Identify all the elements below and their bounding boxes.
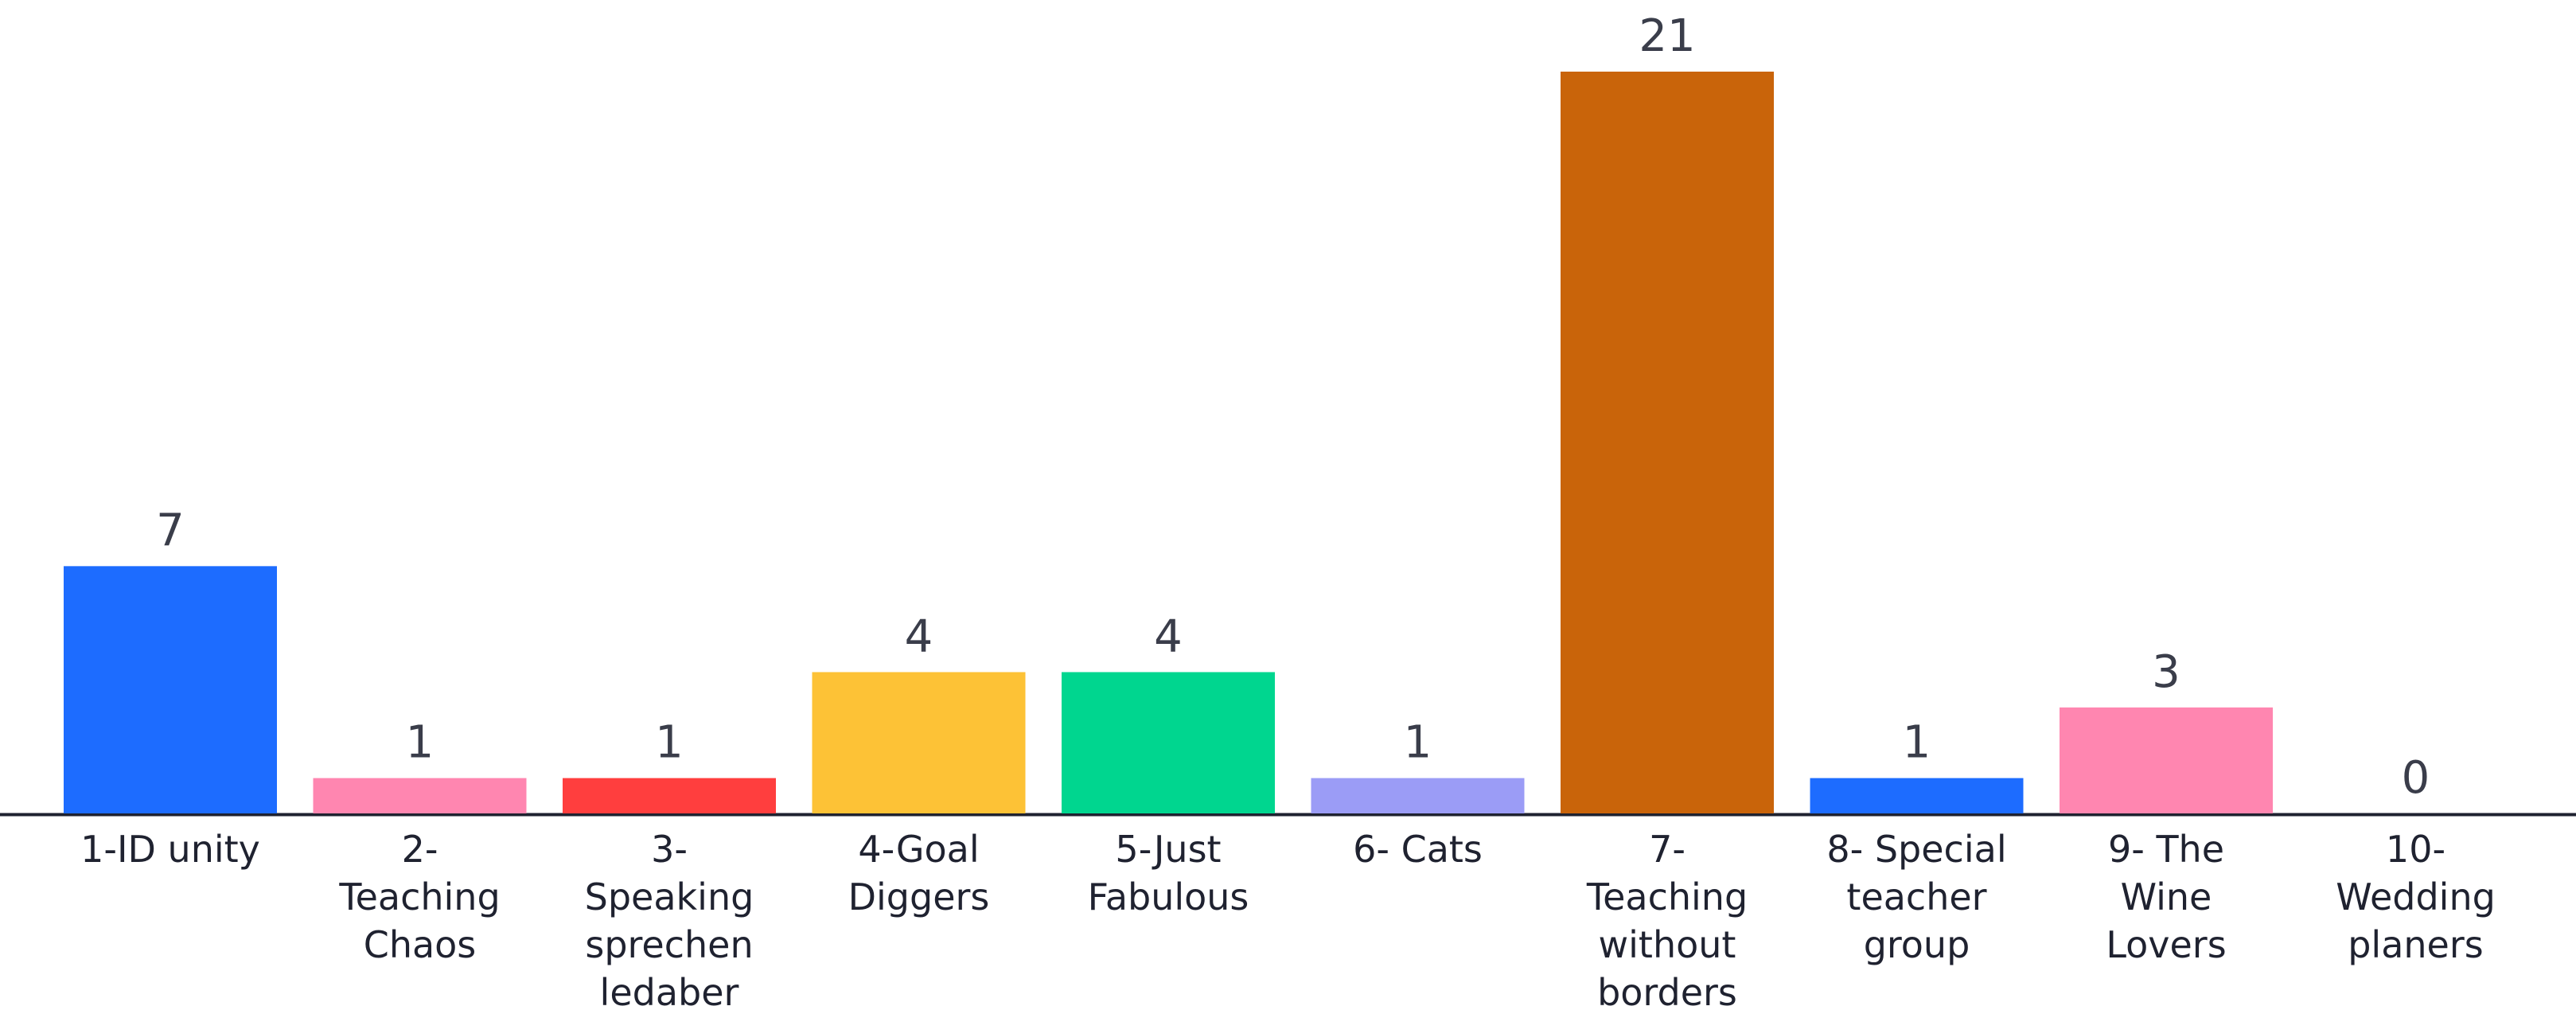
value-label-2: 1 [406,717,435,769]
value-label-7: 21 [1639,10,1695,62]
bar-9 [2060,707,2273,813]
category-label-line: Fabulous [1088,875,1249,918]
category-label-line: Diggers [848,875,990,918]
value-label-6: 1 [1404,717,1432,769]
category-label-line: 10- [2386,828,2445,871]
bar-5 [1062,672,1275,813]
value-label-5: 4 [1154,610,1183,662]
category-label-line: Speaking [585,875,754,918]
bar-8 [1810,778,2024,813]
value-label-10: 0 [2402,752,2430,804]
category-label-line: 4-Goal [858,828,979,871]
category-label-line: 2- [402,828,438,871]
value-label-4: 4 [905,610,933,662]
category-label-9: 9- The Wine Lovers [2106,828,2226,966]
category-label-4: 4-Goal Diggers [848,828,990,918]
bar-2 [313,778,527,813]
category-label-line: Teaching [1586,875,1748,918]
category-label-8: 8- Special teacher group [1826,828,2006,966]
category-label-6: 6- Cats [1353,828,1483,871]
bar-4 [812,672,1026,813]
bar-3 [563,778,776,813]
value-label-3: 1 [655,717,684,769]
category-label-line: 5-Just [1115,828,1221,871]
category-label-1: 1-ID unity [80,828,260,871]
category-label-line: Wine [2121,875,2212,918]
category-label-line: Teaching [338,875,500,918]
category-label-line: 9- The [2108,828,2224,871]
category-label-line: ledaber [600,971,739,1010]
category-label-line: 6- Cats [1353,828,1483,871]
category-label-10: 10-Wedding planers [2336,828,2496,966]
category-label-line: 7- [1649,828,1686,871]
category-label-line: Lovers [2106,923,2226,966]
category-label-line: Wedding [2336,875,2496,918]
category-label-line: 1-ID unity [80,828,260,871]
value-label-1: 7 [156,505,185,556]
category-label-line: borders [1597,971,1737,1010]
value-label-9: 3 [2152,646,2180,698]
category-label-line: group [1864,923,1970,966]
category-label-3: 3-Speaking sprechen ledaber [585,828,754,1010]
category-label-line: Chaos [364,923,477,966]
category-label-line: without [1599,923,1736,966]
bar-7 [1561,72,1774,813]
bar-1 [64,566,277,813]
category-label-2: 2-Teaching Chaos [338,828,500,966]
value-label-8: 1 [1903,717,1931,769]
category-label-line: teacher [1846,875,1986,918]
category-label-line: 3- [651,828,688,871]
category-label-line: planers [2348,923,2484,966]
bar-6 [1311,778,1525,813]
category-label-7: 7-Teaching without borders [1586,828,1748,1010]
category-label-line: 8- Special [1826,828,2006,871]
category-label-5: 5-Just Fabulous [1088,828,1249,918]
category-label-line: sprechen [585,923,753,966]
